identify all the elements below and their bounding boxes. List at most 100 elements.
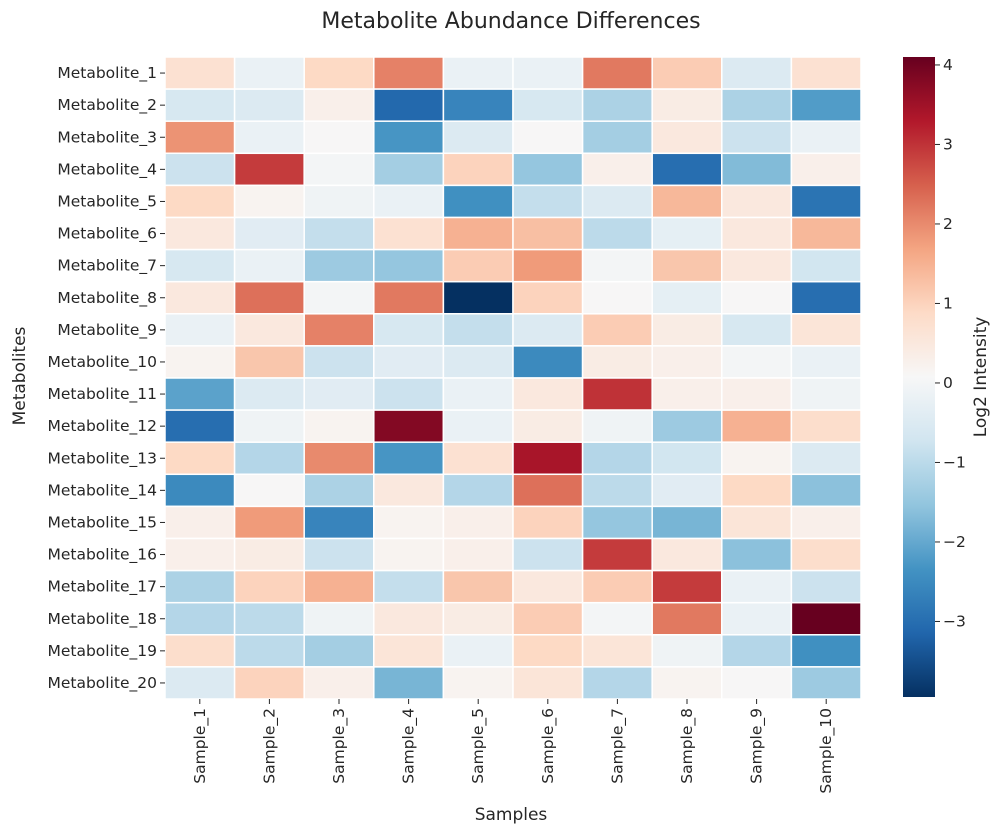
heatmap-cell [442, 569, 514, 604]
heatmap-cell [581, 377, 653, 411]
heatmap-cell [303, 280, 375, 315]
heatmap-cell [581, 634, 653, 668]
heatmap-cell [512, 313, 584, 347]
heatmap-cell [303, 377, 375, 411]
heatmap-cell [233, 441, 305, 476]
heatmap-cell [303, 409, 375, 443]
row-tick-labels: Metabolite_1 Metabolite_2 Metabolite_3 Meta… [47, 64, 165, 693]
heatmap-cell [512, 216, 584, 251]
heatmap-cell [303, 345, 375, 379]
heatmap-cell [303, 601, 375, 636]
heatmap-cell [512, 473, 584, 508]
row-tick-label: Metabolite_20 [47, 674, 157, 693]
heatmap-cell [512, 666, 584, 700]
heatmap-cell [790, 634, 862, 668]
heatmap-cell [442, 152, 514, 187]
heatmap-cell [790, 666, 862, 700]
heatmap-cell [790, 377, 862, 411]
heatmap-cell [721, 345, 793, 379]
heatmap-cell [303, 152, 375, 187]
heatmap-cell [721, 441, 793, 476]
heatmap-cell [581, 88, 653, 122]
heatmap-cell [233, 505, 305, 540]
row-tick-label: Metabolite_17 [47, 578, 157, 597]
heatmap-cell [164, 313, 236, 347]
heatmap-cell [373, 666, 445, 700]
heatmap-cell [512, 505, 584, 540]
heatmap-cell [442, 634, 514, 668]
heatmap-cell [651, 666, 723, 700]
heatmap-cell [512, 409, 584, 443]
heatmap-cell [233, 56, 305, 90]
heatmap-cell [790, 152, 862, 187]
heatmap-cell [512, 441, 584, 476]
heatmap-cell [651, 377, 723, 411]
row-tick-label: Metabolite_1 [57, 64, 157, 83]
heatmap-cell [164, 280, 236, 315]
heatmap-cell [373, 313, 445, 347]
heatmap-cell [651, 634, 723, 668]
heatmap-cell [164, 88, 236, 122]
heatmap-cell [790, 345, 862, 379]
heatmap-cell [164, 56, 236, 90]
heatmap-cell [721, 473, 793, 508]
heatmap-cell [373, 537, 445, 572]
heatmap-cell [442, 88, 514, 122]
heatmap-cell [790, 216, 862, 251]
heatmap-cell [303, 248, 375, 283]
row-tick-label: Metabolite_5 [57, 192, 157, 211]
heatmap-cell [790, 88, 862, 122]
heatmap-cell [512, 120, 584, 155]
colorbar-tick-label: −3 [943, 612, 966, 630]
heatmap-cell [581, 537, 653, 572]
heatmap-cell [373, 601, 445, 636]
heatmap-cell [233, 280, 305, 315]
heatmap-cell [581, 441, 653, 476]
heatmap-cell [442, 601, 514, 636]
heatmap-cell [233, 473, 305, 508]
heatmap-cell [651, 441, 723, 476]
heatmap-cell [581, 505, 653, 540]
heatmap-cell [790, 601, 862, 636]
column-tick-label: Sample_1 [191, 708, 210, 784]
heatmap-cell [581, 216, 653, 251]
heatmap-cell [581, 280, 653, 315]
heatmap-cell [721, 601, 793, 636]
heatmap-cell [721, 88, 793, 122]
heatmap-cell [790, 409, 862, 443]
heatmap-cell [233, 184, 305, 219]
heatmap-cell [303, 505, 375, 540]
heatmap-cell [233, 634, 305, 668]
heatmap-cell [512, 152, 584, 187]
heatmap-cell [721, 569, 793, 604]
chart-title: Metabolite Abundance Differences [321, 9, 700, 34]
heatmap-cell [373, 152, 445, 187]
heatmap-cell [373, 345, 445, 379]
heatmap-cell [303, 473, 375, 508]
heatmap-cell [303, 313, 375, 347]
heatmap-cell [581, 152, 653, 187]
heatmap-cell [790, 537, 862, 572]
heatmap-cell [373, 120, 445, 155]
heatmap-cell [164, 505, 236, 540]
heatmap-cell [790, 473, 862, 508]
heatmap-cell [581, 601, 653, 636]
heatmap-cell [303, 216, 375, 251]
heatmap-cell [651, 345, 723, 379]
heatmap-cell [651, 313, 723, 347]
heatmap-cell [164, 473, 236, 508]
heatmap-cell [512, 537, 584, 572]
row-tick-label: Metabolite_10 [47, 353, 157, 372]
heatmap-cell [233, 569, 305, 604]
colorbar-tick-label: 0 [943, 374, 953, 392]
heatmap-cell [512, 56, 584, 90]
heatmap-cell [303, 56, 375, 90]
heatmap-cell [164, 409, 236, 443]
heatmap-cell [164, 377, 236, 411]
heatmap-cell [581, 120, 653, 155]
heatmap-cell [442, 248, 514, 283]
row-tick-label: Metabolite_6 [57, 225, 157, 244]
column-tick-label: Sample_10 [817, 708, 836, 794]
column-tick-labels: Sample_1 Sample_2 Sample_3 Sample_4 Sample_5… [191, 699, 836, 794]
heatmap-cell [303, 88, 375, 122]
